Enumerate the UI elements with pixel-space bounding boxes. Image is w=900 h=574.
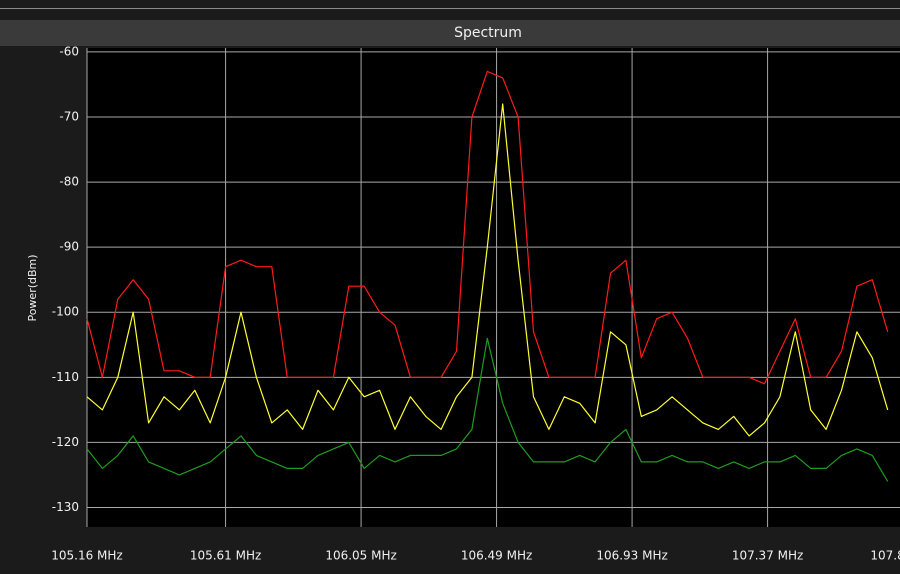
- spectrum-trace: [86, 103, 889, 437]
- x-tick-label: 105.16 MHz: [51, 549, 122, 563]
- y-tick-label: -90: [59, 240, 79, 254]
- y-tick-label: -120: [52, 435, 79, 449]
- chart-title: Spectrum: [454, 25, 522, 41]
- y-tick-label: -60: [59, 44, 79, 58]
- spectrum-trace: [86, 337, 889, 482]
- x-tick-label: 107.37 MHz: [732, 549, 803, 563]
- title-bar: [0, 20, 900, 46]
- x-tick-label: 106.49 MHz: [461, 549, 532, 563]
- y-tick-label: -100: [52, 305, 79, 319]
- y-tick-label: -130: [52, 500, 79, 514]
- x-tick-label: 105.61 MHz: [190, 549, 261, 563]
- x-tick-label: 106.05 MHz: [325, 549, 396, 563]
- spectrum-trace: [86, 70, 889, 385]
- y-tick-label: -80: [59, 175, 79, 189]
- plot-area: [87, 48, 900, 527]
- x-tick-label: 106.93 MHz: [596, 549, 667, 563]
- x-tick-label: 107.82 MHz: [870, 549, 900, 563]
- y-axis-label: Power(dBm): [26, 254, 39, 321]
- window-border: [0, 8, 900, 9]
- y-tick-label: -70: [59, 109, 79, 123]
- y-tick-label: -110: [52, 370, 79, 384]
